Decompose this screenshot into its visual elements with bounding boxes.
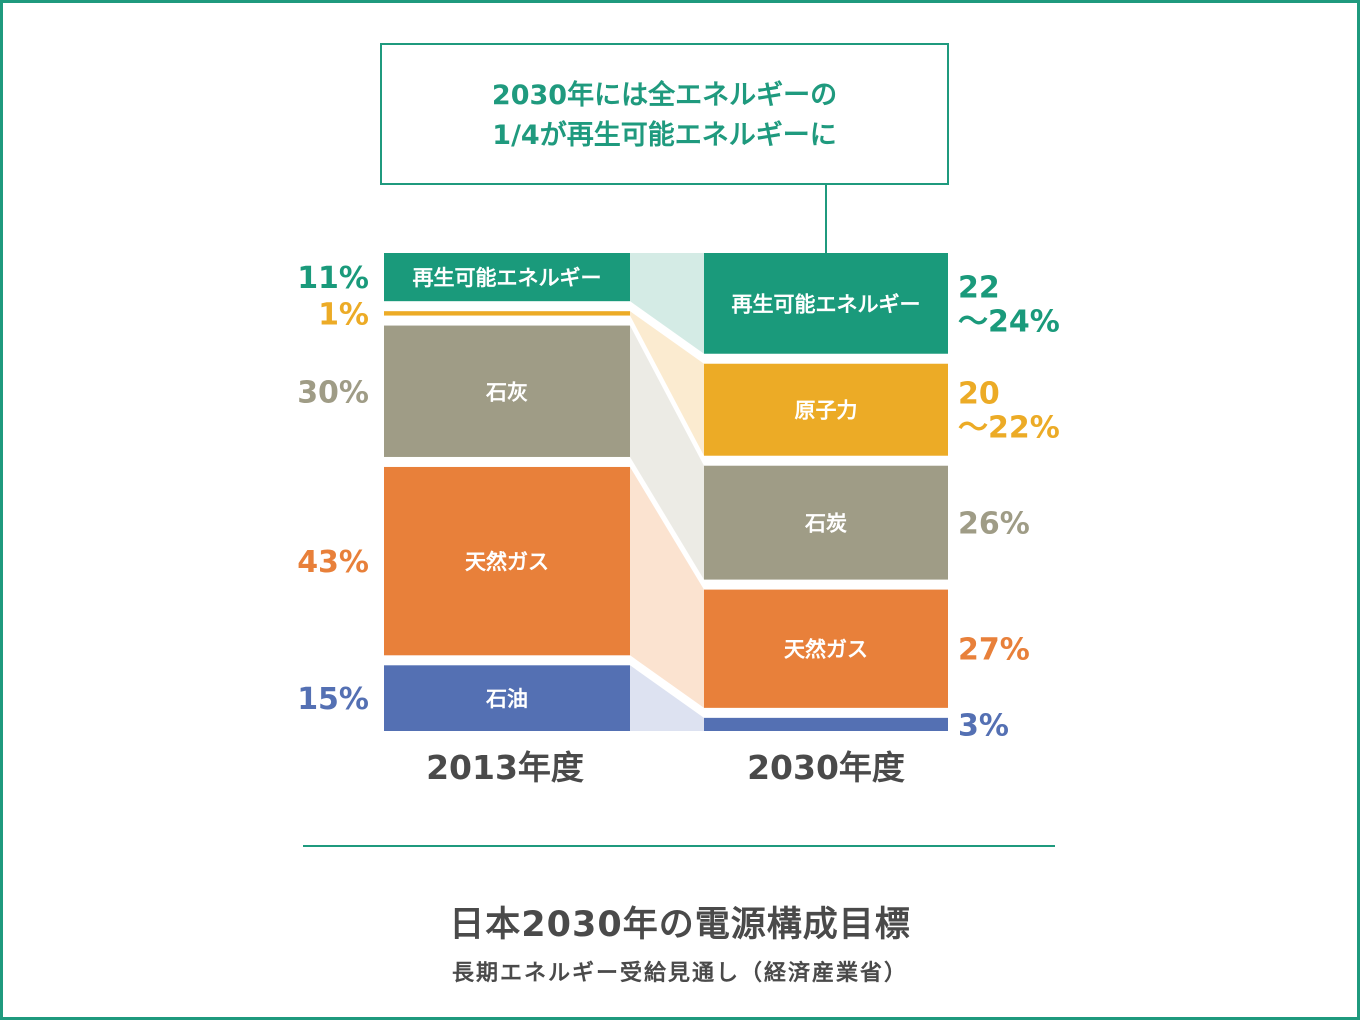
bar-oil-2030 bbox=[704, 717, 948, 731]
percent-label-gas-2013: 43% bbox=[297, 545, 369, 580]
divider-line bbox=[303, 845, 1055, 847]
chart-subtitle: 長期エネルギー受給見通し（経済産業省） bbox=[451, 961, 908, 986]
segment-label-coal-2030: 石炭 bbox=[804, 512, 847, 536]
bar-gas-2030 bbox=[704, 589, 948, 708]
bar-gas-2013 bbox=[384, 466, 630, 656]
bar-nuclear-2013 bbox=[384, 311, 630, 316]
band-oil bbox=[630, 665, 704, 731]
callout-line-1: 2030年には全エネルギーの bbox=[492, 79, 837, 111]
percent-label-nuclear-2013: 1% bbox=[318, 297, 369, 332]
segment-label-renewable-2030: 再生可能エネルギー bbox=[732, 292, 921, 316]
percent-label-renewable-2030: 22 ～24% bbox=[958, 270, 1060, 339]
stacked-bars bbox=[384, 253, 948, 731]
percent-label-nuclear-2030: 20 ～22% bbox=[958, 377, 1060, 446]
bar-nuclear-2030 bbox=[704, 363, 948, 456]
percent-label-coal-2013: 30% bbox=[297, 375, 369, 410]
segment-label-nuclear-2030: 原子力 bbox=[795, 399, 858, 423]
segment-label-gas-2013: 天然ガス bbox=[465, 550, 549, 574]
percent-label-coal-2030: 26% bbox=[958, 507, 1030, 542]
year-label-2030: 2030年度 bbox=[747, 748, 905, 787]
chart-title: 日本2030年の電源構成目標 bbox=[449, 905, 911, 945]
band-gas bbox=[630, 466, 704, 708]
bar-renewable-2013 bbox=[384, 253, 630, 302]
transition-bands bbox=[630, 253, 704, 731]
callout-line-2: 1/4が再生可能エネルギーに bbox=[492, 119, 836, 151]
band-nuclear bbox=[630, 311, 704, 456]
percent-label-gas-2030: 27% bbox=[958, 633, 1030, 668]
segment-label-oil-2013: 石油 bbox=[485, 687, 528, 711]
segment-label-gas-2030: 天然ガス bbox=[784, 638, 868, 662]
bar-coal-2013 bbox=[384, 325, 630, 457]
bar-renewable-2030 bbox=[704, 253, 948, 354]
bar-oil-2013 bbox=[384, 665, 630, 731]
bar-coal-2030 bbox=[704, 465, 948, 580]
value-labels: 再生可能エネルギー 11% 再生可能エネルギー 22 ～24% 1% 原子力 20 ～22% 石灰… bbox=[297, 261, 1060, 743]
year-label-2013: 2013年度 bbox=[426, 748, 584, 787]
percent-label-renewable-2013: 11% bbox=[297, 261, 369, 296]
band-coal bbox=[630, 325, 704, 580]
band-renewable bbox=[630, 253, 704, 354]
callout-box bbox=[380, 43, 949, 185]
percent-label-oil-2030: 3% bbox=[958, 708, 1009, 743]
segment-label-coal-2013: 石灰 bbox=[485, 380, 528, 404]
segment-label-renewable-2013: 再生可能エネルギー bbox=[413, 266, 602, 290]
percent-label-oil-2013: 15% bbox=[297, 682, 369, 717]
